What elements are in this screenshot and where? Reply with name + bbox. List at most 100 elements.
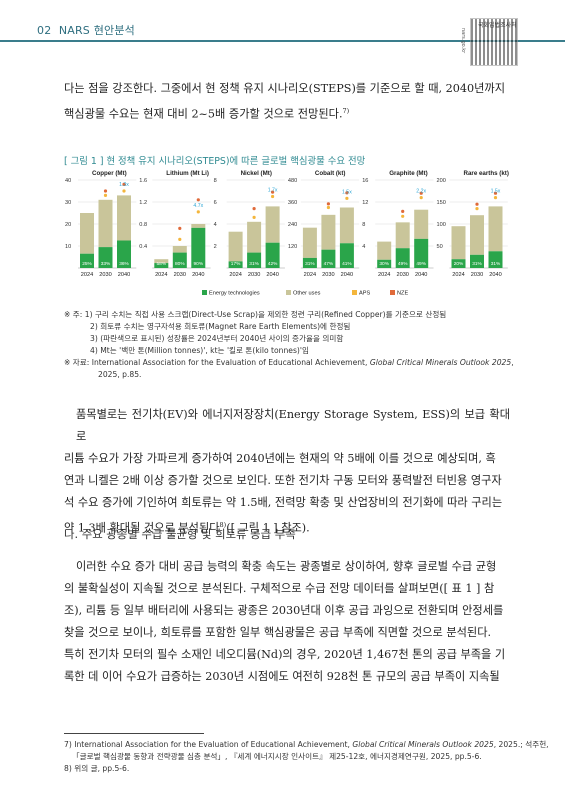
x-tick-label: 2024 (155, 272, 167, 278)
panel-title: Graphite (Mt) (389, 170, 428, 177)
note-3: 3) (파란색으로 표시된) 성장률은 2024년부터 2040년 사이의 증가… (90, 334, 344, 343)
bar-energy-tech (321, 249, 336, 268)
fn-text: 7) International Association for the Eva… (64, 740, 353, 749)
footnote-ref[interactable]: 8) (219, 521, 227, 529)
bar-other-uses (80, 213, 94, 254)
x-tick-label: 2040 (415, 272, 427, 278)
bar-other-uses (395, 222, 410, 249)
bar-other-uses (228, 231, 243, 262)
figure-notes: ※ 주: 1) 구리 수치는 직접 사용 스크랩(Direct-Use Scra… (64, 309, 514, 381)
x-tick-label: 2030 (248, 272, 260, 278)
bar-share-label: 58% (156, 261, 166, 267)
panel-title: Rare earths (kt) (464, 170, 509, 177)
paragraph-1: 다는 점을 강조한다. 그중에서 현 정책 유지 시나리오(STEPS)를 기준… (64, 78, 510, 126)
bar-share-label: 31% (472, 261, 482, 267)
bar-energy-tech (191, 227, 206, 268)
bar-share-label: 30% (379, 261, 389, 267)
x-tick-label: 2040 (341, 272, 353, 278)
y-tick-label: 100 (437, 222, 446, 228)
y-tick-label: 360 (288, 200, 297, 206)
growth-note: 1.3x (119, 182, 129, 188)
bar-share-label: 49% (416, 261, 426, 267)
bar-energy-tech (451, 259, 466, 268)
text-line: 조), 리튬 등 일부 배터리에 사용되는 광종은 2030년대 이후 공급 과… (64, 604, 504, 617)
y-tick-label: 10 (65, 244, 71, 250)
panel-title: Cobalt (kt) (315, 170, 346, 177)
bar-share-label: 31% (305, 261, 315, 267)
header-rule (0, 40, 565, 42)
y-tick-label: 2 (214, 244, 217, 250)
nars-logo-text: 국회입법조사처 (478, 22, 517, 29)
source-title: Global Critical Minerals Outlook 2025 (369, 358, 512, 367)
paragraph-3: 이러한 수요 증가 대비 공급 능력의 확충 속도는 광종별로 상이하여, 향후… (64, 556, 510, 688)
y-tick-label: 0.8 (139, 222, 147, 228)
y-tick-label: 1.2 (139, 200, 147, 206)
bar-share-label: 31% (249, 261, 259, 267)
text-span: 약 1.3배 확대될 것으로 분석된다 (64, 521, 220, 535)
aps-point (419, 196, 423, 200)
fn-title: Global Critical Minerals Outlook 2025 (352, 740, 494, 749)
y-tick-label: 6 (214, 200, 217, 206)
y-tick-label: 1.6 (139, 178, 147, 184)
section-heading: 나. 주요 광종별 수급 불균형 및 희토류 공급 부족 (64, 527, 296, 541)
nze-point (196, 198, 200, 202)
x-tick-label: 2024 (452, 272, 464, 278)
aps-point (252, 215, 256, 219)
legend-swatch (352, 290, 357, 295)
bar-other-uses (451, 226, 466, 260)
bar-share-label: 25% (82, 261, 92, 267)
page-header: 02 NARS 현안분석 (0, 0, 565, 48)
y-tick-label: 4 (362, 244, 365, 250)
x-tick-label: 2024 (229, 272, 241, 278)
bar-share-label: 17% (231, 261, 241, 267)
nze-point (401, 209, 405, 213)
aps-point (345, 196, 349, 200)
bar-other-uses (117, 195, 131, 241)
bar-share-label: 49% (398, 261, 408, 267)
bar-share-label: 41% (342, 261, 352, 267)
y-tick-label: 30 (65, 200, 71, 206)
bar-other-uses (98, 199, 113, 248)
y-tick-label: 0.4 (139, 244, 147, 250)
bar-energy-tech (302, 257, 317, 268)
y-tick-label: 16 (362, 178, 368, 184)
aps-point (493, 196, 498, 200)
nze-point (252, 207, 256, 211)
footnote-ref[interactable]: 7) (342, 107, 350, 115)
note-2: 2) 희토류 수치는 영구자석용 희토류(Magnet Rare Earth E… (90, 322, 351, 331)
bar-energy-tech (395, 248, 410, 268)
bar-energy-tech (154, 263, 169, 268)
text-line: 찾을 것으로 보이나, 희토류를 포함한 일부 핵심광물은 공급 부족에 직면할… (64, 626, 492, 639)
source-note: ※ 자료: International Association for the … (64, 357, 514, 369)
header-title: 02 NARS 현안분석 (37, 22, 135, 38)
legend-label: Other uses (293, 291, 321, 297)
bar-other-uses (414, 209, 429, 239)
text-line: 다는 점을 강조한다. 그중에서 현 정책 유지 시나리오(STEPS)를 기준… (64, 82, 505, 95)
bar-energy-tech (98, 247, 113, 268)
nze-point (103, 189, 108, 193)
aps-point (326, 205, 330, 210)
footnotes: 7) International Association for the Eva… (64, 739, 549, 775)
legend-label: NZE (397, 291, 408, 297)
bar-energy-tech (247, 252, 262, 268)
header-name: NARS 현안분석 (58, 24, 135, 37)
y-tick-label: 200 (437, 178, 446, 184)
minerals-demand-chart: Copper (Mt)1020304025%202433%203036%2040… (65, 170, 509, 297)
qr-code-icon (470, 18, 518, 66)
legend-swatch (202, 290, 207, 295)
aps-point (103, 193, 108, 197)
y-tick-label: 120 (288, 244, 297, 250)
x-tick-label: 2024 (304, 272, 316, 278)
nze-point (122, 182, 126, 186)
text-span: 핵심광물 수요는 현재 대비 2~5배 증가할 것으로 전망된다. (64, 107, 343, 121)
text-line: 특히 전기차 모터의 필수 소재인 네오디뮴(Nd)의 경우, 2020년 1,… (64, 648, 506, 661)
source-text: , (511, 358, 514, 367)
growth-note: 1.7x (268, 188, 278, 194)
growth-note: 4.7x (193, 203, 203, 209)
x-tick-label: 2040 (489, 272, 501, 278)
bar-energy-tech (80, 253, 94, 268)
bar-share-label: 20% (454, 261, 464, 267)
growth-note: 1.5x (342, 189, 352, 195)
text-line: 약 1.3배 확대될 것으로 분석된다8)([ 그림 1 ] 참조). (64, 514, 510, 540)
bar-other-uses (265, 206, 280, 243)
